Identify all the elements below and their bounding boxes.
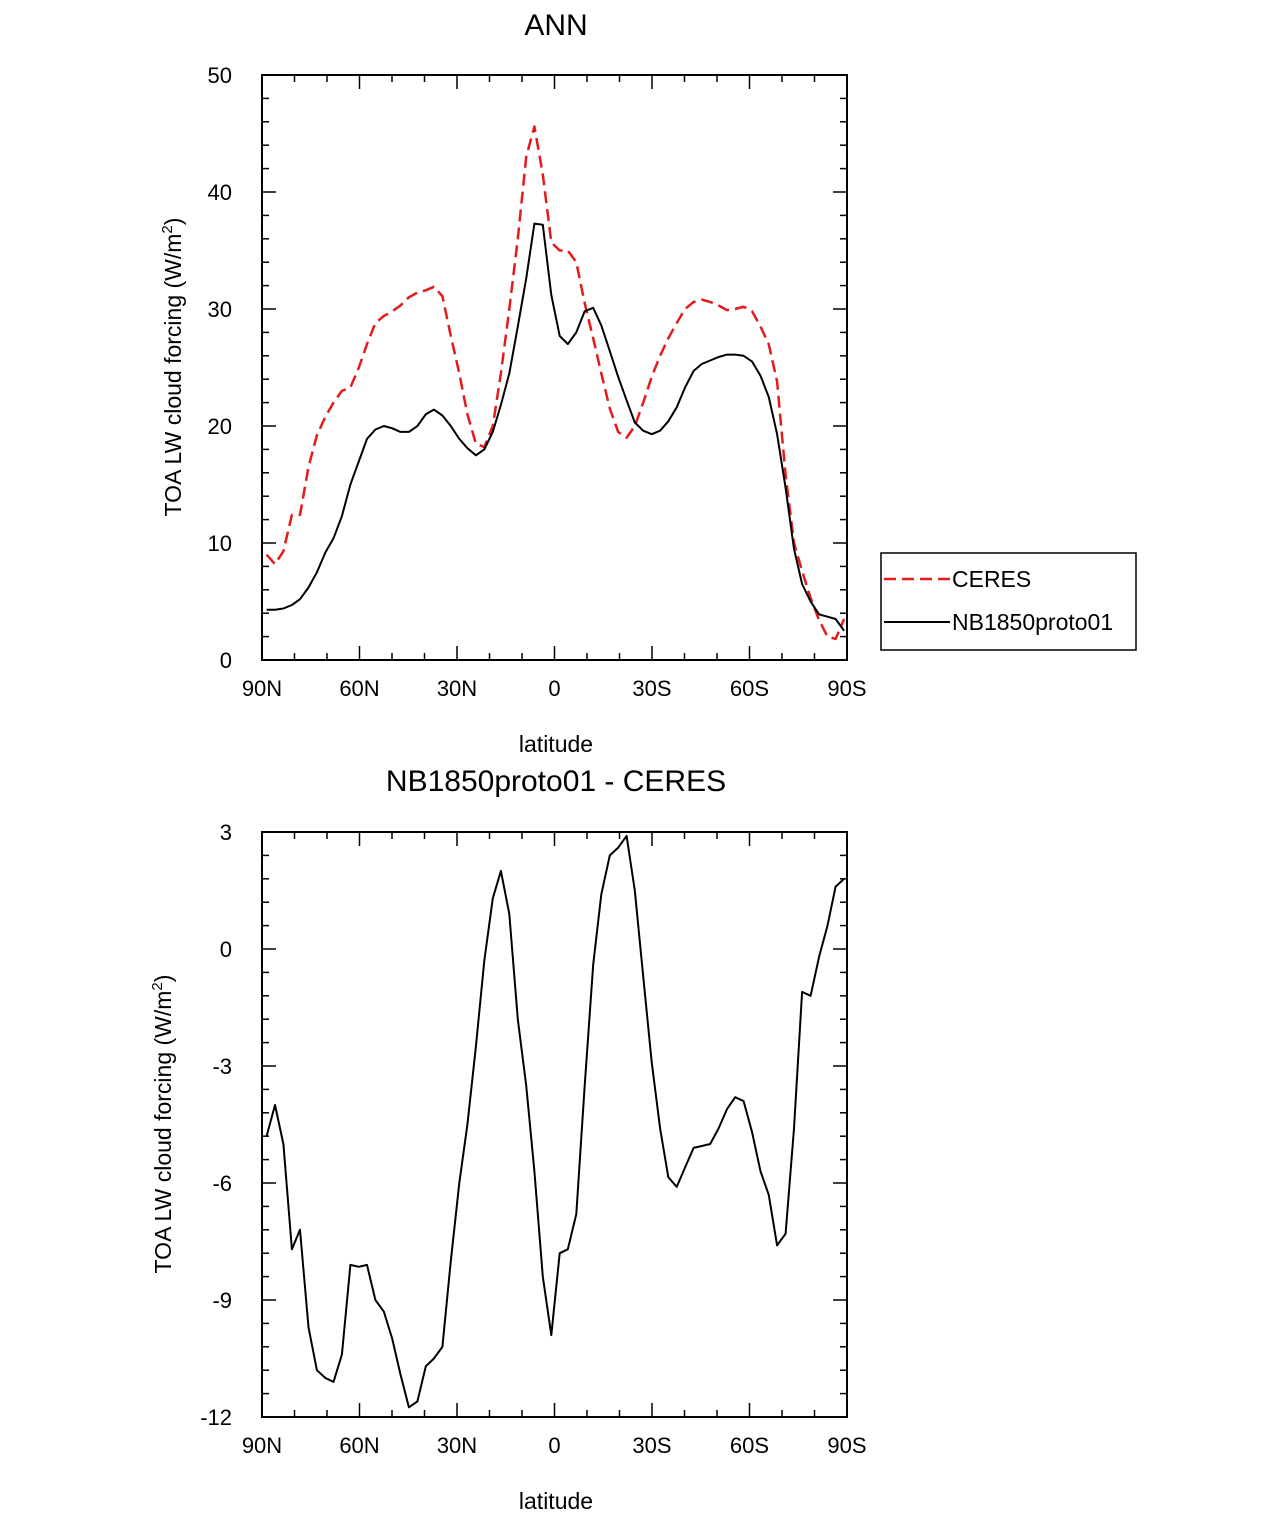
x-tick-label: 60S — [730, 676, 769, 701]
x-tick-label: 90N — [242, 1433, 282, 1458]
y-axis-label-main: TOA LW cloud forcing (W/m — [160, 234, 186, 517]
y-axis-label: TOA LW cloud forcing (W/m2) — [149, 975, 176, 1274]
x-tick-label: 90S — [827, 676, 866, 701]
x-tick-label: 30N — [437, 1433, 477, 1458]
y-tick-label: 20 — [208, 414, 232, 439]
tick-marks — [261, 831, 848, 1418]
x-tick-label: 90N — [242, 676, 282, 701]
panel-title: ANN — [524, 9, 587, 42]
y-axis-label: TOA LW cloud forcing (W/m2) — [159, 218, 186, 517]
y-axis-label-close: ) — [160, 218, 186, 226]
y-tick-label: -9 — [212, 1288, 232, 1313]
series-line-ceres — [265, 125, 846, 641]
y-tick-label: 30 — [208, 297, 232, 322]
legend-label-model: NB1850proto01 — [952, 609, 1113, 635]
x-tick-label: 30N — [437, 676, 477, 701]
y-tick-label: 50 — [208, 63, 232, 88]
plot-frame — [261, 831, 848, 1418]
x-tick-label: 60S — [730, 1433, 769, 1458]
tick-labels: 90N 60N 30N 0 30S 60S 90S 0 10 20 30 40 50 — [208, 63, 867, 701]
x-tick-label: 0 — [548, 1433, 560, 1458]
series-line-difference — [265, 834, 845, 1409]
annual-mean-panel: ANN 90N 60N 30N 0 30S 60S 90S 0 10 20 30 40 50 latit… — [159, 9, 1137, 757]
tick-labels: 90N 60N 30N 0 30S 60S 90S -12 -9 -6 -3 0 3 — [200, 820, 866, 1458]
x-tick-label: 0 — [548, 676, 560, 701]
x-tick-label: 30S — [632, 676, 671, 701]
series-line-nb1850proto01 — [266, 222, 845, 632]
x-tick-label: 30S — [632, 1433, 671, 1458]
y-tick-label: 3 — [220, 820, 232, 845]
y-axis-label-superscript: 2 — [149, 982, 166, 990]
y-axis-label-main: TOA LW cloud forcing (W/m — [150, 991, 176, 1274]
x-axis-label: latitude — [519, 731, 593, 757]
y-tick-label: 10 — [208, 531, 232, 556]
difference-panel: NB1850proto01 - CERES 90N 60N 30N 0 30S 60S 90… — [149, 765, 867, 1514]
legend: CERES NB1850proto01 — [880, 552, 1137, 651]
x-tick-label: 90S — [827, 1433, 866, 1458]
series-lines — [265, 125, 846, 641]
plot-frame — [261, 74, 848, 661]
y-tick-label: -12 — [200, 1405, 232, 1430]
x-tick-label: 60N — [339, 676, 379, 701]
y-tick-label: 0 — [220, 648, 232, 673]
panel-title: NB1850proto01 - CERES — [386, 765, 726, 798]
y-tick-label: -6 — [212, 1171, 232, 1196]
legend-label-ceres: CERES — [952, 566, 1031, 592]
x-axis-label: latitude — [519, 1488, 593, 1514]
series-lines — [265, 834, 845, 1409]
y-tick-label: -3 — [212, 1054, 232, 1079]
tick-marks — [261, 74, 848, 661]
y-tick-label: 40 — [208, 180, 232, 205]
y-tick-label: 0 — [220, 937, 232, 962]
y-axis-label-superscript: 2 — [159, 225, 176, 233]
y-axis-label-close: ) — [150, 975, 176, 983]
legend-box — [880, 552, 1137, 651]
x-tick-label: 60N — [339, 1433, 379, 1458]
